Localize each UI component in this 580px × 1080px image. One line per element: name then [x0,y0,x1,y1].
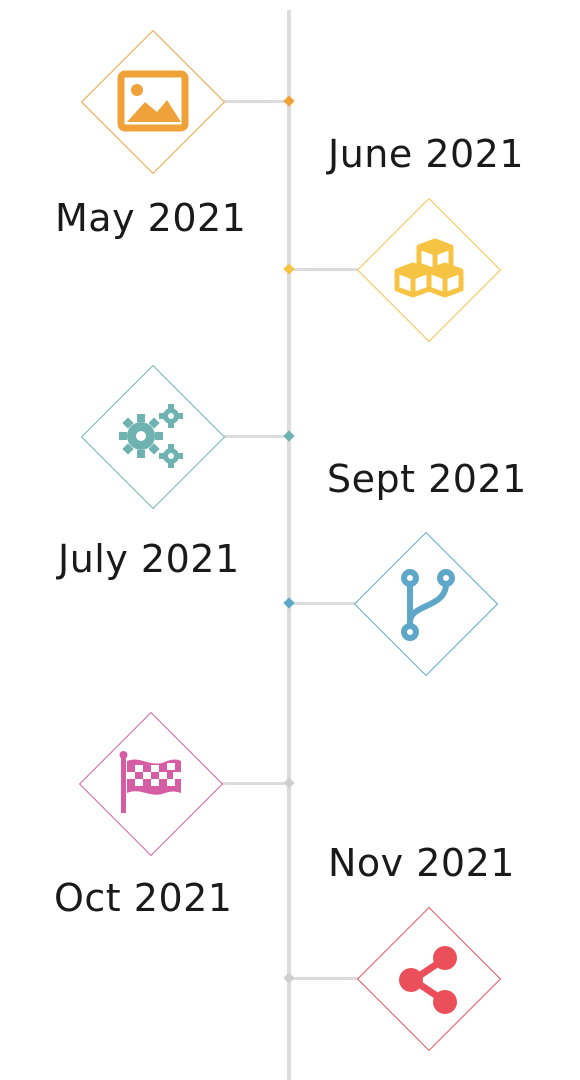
date-label-july: July 2021 [58,537,240,581]
connector-june [288,268,360,271]
cubes-icon [389,229,469,309]
marker-nov [283,972,295,984]
date-label-oct: Oct 2021 [54,876,233,920]
marker-june [283,263,295,275]
marker-may [283,95,295,107]
connector-sept [288,602,360,605]
marker-oct [283,777,295,789]
connector-nov [288,977,360,980]
share-icon [389,938,469,1018]
branch-icon [386,564,466,644]
flag-icon [111,743,191,823]
date-label-june: June 2021 [328,132,525,176]
date-label-sept: Sept 2021 [327,457,527,501]
date-label-nov: Nov 2021 [328,841,515,885]
timeline-spine [287,10,291,1080]
connector-may [224,100,288,103]
date-label-may: May 2021 [55,196,247,240]
image-icon [113,62,193,142]
connector-july [224,435,288,438]
marker-july [283,430,295,442]
connector-oct [222,782,288,785]
gears-icon [113,396,193,476]
marker-sept [283,597,295,609]
